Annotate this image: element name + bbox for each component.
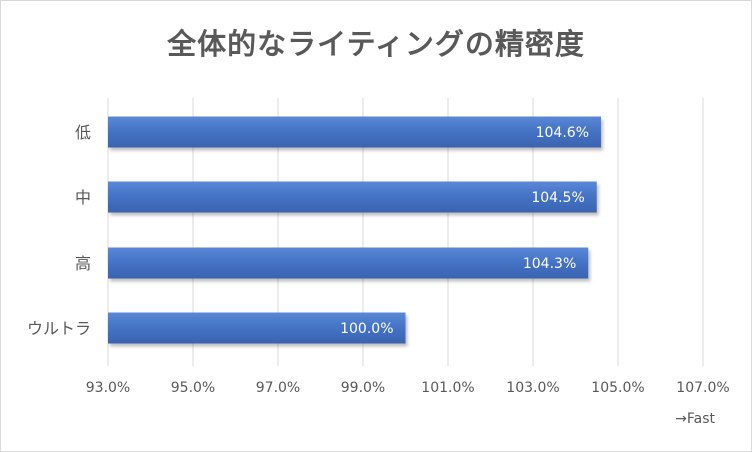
x-tick-label: 105.0% (591, 380, 644, 396)
x-tick-label: 93.0% (86, 380, 130, 396)
x-tick-label: 97.0% (256, 380, 300, 396)
bar (108, 181, 597, 213)
bar (108, 116, 601, 148)
x-tick-label: 101.0% (421, 380, 474, 396)
x-tick-label: 103.0% (506, 380, 559, 396)
bars (108, 116, 601, 344)
x-tick-label: 107.0% (676, 380, 729, 396)
data-label: 104.6% (536, 125, 589, 141)
category-label: 高 (75, 254, 91, 273)
category-label: 中 (75, 188, 91, 207)
chart-title: 全体的なライティングの精密度 (167, 27, 585, 61)
category-label: ウルトラ (27, 319, 91, 338)
data-label: 104.5% (531, 190, 584, 206)
x-tick-label: 95.0% (171, 380, 215, 396)
bar (108, 247, 589, 279)
bar (108, 312, 406, 344)
data-label: 100.0% (340, 321, 393, 337)
axis-note: →Fast (675, 411, 715, 427)
x-tick-label: 99.0% (341, 380, 385, 396)
data-label: 104.3% (523, 256, 576, 272)
category-label: 低 (75, 123, 91, 142)
labels: 93.0% 95.0% 97.0% 99.0% 101.0% 103.0% 105.0% 10… (27, 123, 730, 396)
